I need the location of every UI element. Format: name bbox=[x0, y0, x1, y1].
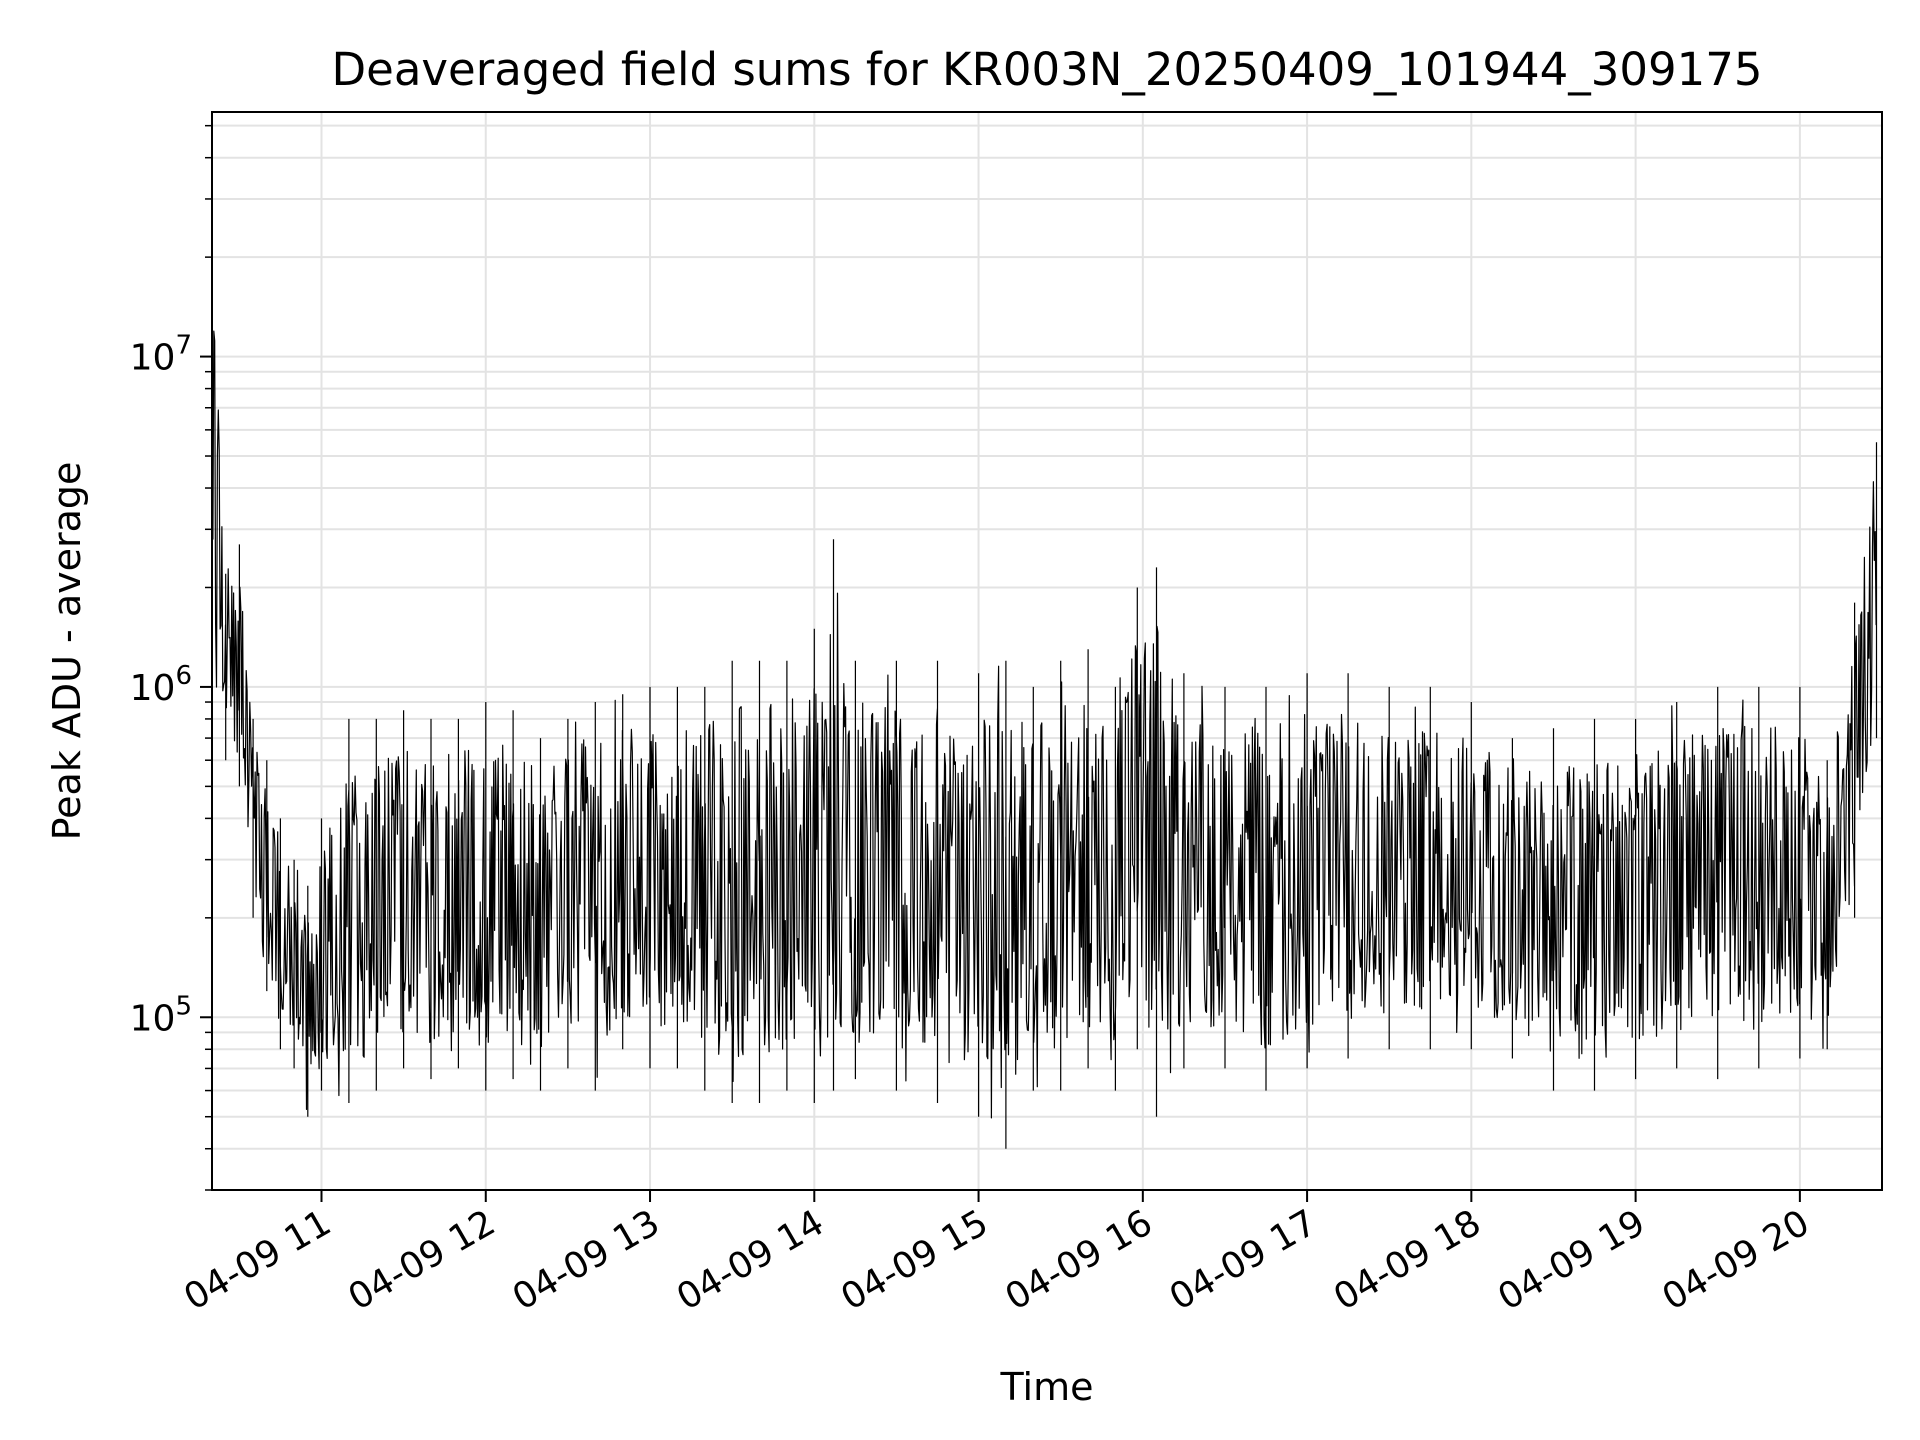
y-tick-base: 10 bbox=[130, 998, 176, 1039]
y-tick-base: 10 bbox=[130, 338, 176, 379]
y-tick-exponent: 5 bbox=[175, 991, 192, 1021]
y-tick-label: 107 bbox=[130, 331, 192, 379]
x-axis-label: Time bbox=[1000, 1365, 1094, 1409]
y-tick-label: 106 bbox=[130, 661, 192, 709]
y-tick-label: 105 bbox=[130, 991, 192, 1039]
y-tick-exponent: 7 bbox=[175, 331, 192, 361]
chart-title: Deaveraged field sums for KR003N_2025040… bbox=[332, 43, 1763, 96]
series-layer bbox=[211, 157, 1878, 1149]
plot-frame bbox=[211, 111, 1883, 1191]
y-tick-base: 10 bbox=[130, 668, 176, 709]
series-line bbox=[211, 157, 1878, 1149]
y-tick-exponent: 6 bbox=[175, 661, 192, 691]
y-axis-label: Peak ADU - average bbox=[45, 462, 89, 841]
